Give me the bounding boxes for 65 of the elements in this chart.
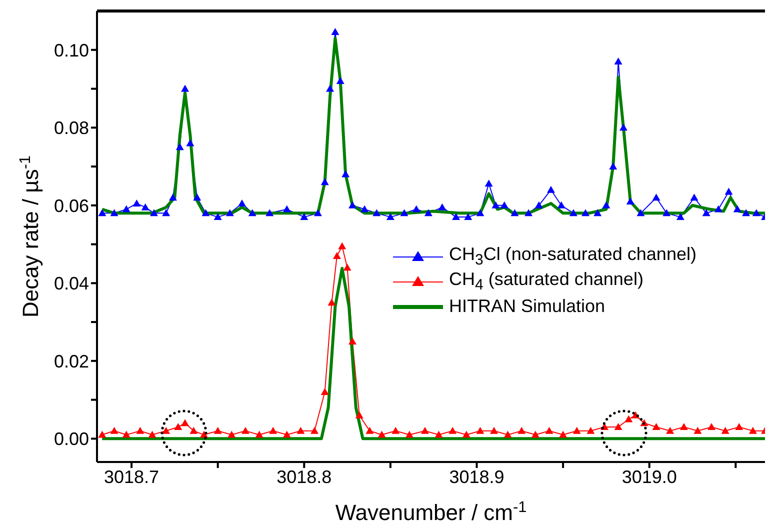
point (214, 426, 222, 434)
point (586, 426, 595, 434)
point (148, 430, 156, 438)
point (420, 426, 429, 434)
point (707, 423, 716, 430)
x-tick-label: 3018.7 (104, 466, 160, 487)
y-tick-label: 0.02 (54, 351, 89, 372)
point (343, 264, 352, 271)
point (190, 426, 198, 434)
point (228, 430, 236, 438)
point (448, 426, 457, 434)
point (748, 426, 757, 434)
point (559, 430, 568, 438)
point (680, 423, 688, 430)
point (405, 430, 414, 438)
point (355, 411, 364, 418)
x-tick-label: 3018.9 (449, 466, 504, 487)
point (652, 423, 660, 430)
point (572, 426, 581, 434)
y-tick-label: 0.04 (54, 274, 89, 294)
point (338, 242, 346, 250)
point (282, 430, 291, 438)
point (162, 426, 170, 434)
y-tick-label: 0.08 (54, 118, 89, 138)
point (462, 430, 470, 438)
point (348, 337, 356, 344)
point (255, 430, 264, 438)
point (545, 426, 554, 434)
point (296, 426, 305, 434)
point (110, 426, 118, 434)
point (269, 426, 278, 434)
point (98, 430, 106, 438)
point (614, 423, 622, 430)
x-axis-title: Wavenumber / cm$^{-1}$ (335, 498, 527, 524)
point (666, 426, 674, 434)
point (721, 426, 730, 434)
point (310, 426, 318, 434)
point (174, 423, 182, 430)
point (241, 426, 250, 434)
point (366, 426, 374, 434)
point (518, 426, 526, 434)
point (735, 423, 744, 430)
y-tick-label: 0.00 (54, 429, 89, 450)
point (328, 298, 336, 306)
point (320, 388, 329, 396)
y-tick-label: 0.10 (54, 40, 89, 60)
point (392, 426, 400, 434)
point (136, 426, 144, 434)
point (476, 426, 484, 434)
y-tick-label: 0.06 (54, 196, 89, 216)
legend-label: CH$_{3}$Cl (non-saturated channel) (449, 244, 696, 269)
x-tick-label: 3019.0 (622, 466, 677, 487)
point (378, 430, 386, 438)
point (434, 430, 443, 438)
point (332, 252, 341, 259)
x-tick-label: 3018.8 (276, 466, 332, 487)
point (181, 419, 190, 426)
point (490, 426, 498, 434)
legend-label: HITRAN Simulation (449, 296, 606, 317)
point (122, 430, 130, 438)
legend-label: CH$_{4}$ (saturated channel) (449, 269, 644, 294)
point (504, 430, 512, 438)
point (531, 430, 540, 438)
point (694, 426, 702, 434)
point (624, 415, 633, 422)
